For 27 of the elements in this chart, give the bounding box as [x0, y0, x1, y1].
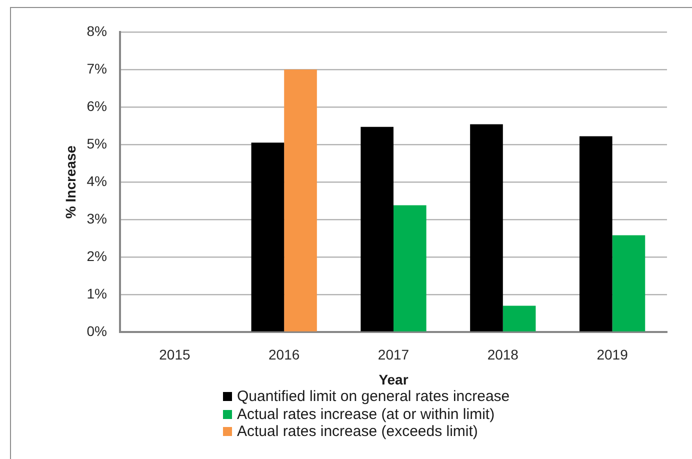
legend-label: Actual rates increase (exceeds limit)	[237, 423, 478, 440]
y-tick-label: 1%	[86, 285, 107, 302]
x-tick-label: 2019	[596, 346, 628, 362]
y-tick-label: 6%	[86, 98, 107, 114]
x-tick-label: 2016	[268, 346, 300, 362]
bar	[612, 235, 646, 332]
bar	[502, 306, 536, 332]
bar	[360, 126, 394, 332]
legend-label: Quantified limit on general rates increase	[237, 388, 510, 406]
y-tick-label: 2%	[86, 248, 107, 264]
bar	[394, 205, 426, 332]
bar	[470, 124, 503, 332]
y-tick-label: 5%	[86, 135, 107, 152]
x-tick-label: 2018	[487, 346, 519, 362]
y-tick-label: 3%	[86, 210, 107, 226]
y-tick-label: 4%	[86, 172, 107, 189]
x-axis-title: Year	[378, 371, 409, 388]
x-tick-label: 2015	[159, 346, 190, 362]
legend-label: Actual rates increase (at or within limit)	[237, 406, 495, 423]
bar	[579, 136, 612, 332]
y-tick-label: 8%	[86, 22, 107, 39]
y-tick-label: 7%	[86, 60, 107, 76]
y-axis-title: % Increase	[62, 145, 78, 219]
y-tick-label: 0%	[86, 322, 107, 339]
bar	[284, 70, 317, 332]
bar	[251, 142, 284, 332]
x-tick-label: 2017	[378, 346, 410, 362]
